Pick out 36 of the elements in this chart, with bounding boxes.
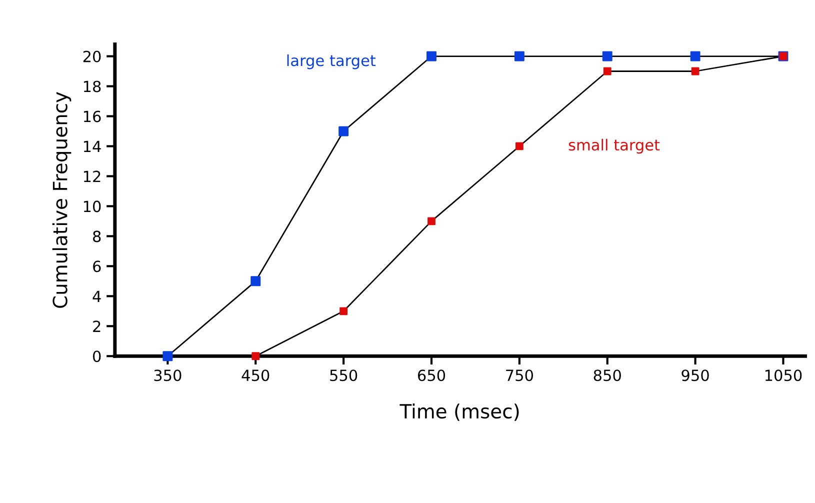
- series-label: large target: [287, 54, 376, 70]
- point: [426, 51, 436, 62]
- x-axis-title: Time (msec): [400, 404, 519, 421]
- y-tick-label: 16: [84, 110, 101, 122]
- point: [515, 142, 524, 150]
- point: [428, 217, 436, 226]
- x-tick-label: 1050: [765, 370, 802, 382]
- y-axis-title: Cumulative Frequency: [52, 92, 72, 308]
- y-tick-label: 20: [83, 50, 101, 62]
- x-tick-label: 850: [594, 370, 621, 382]
- point: [602, 51, 612, 62]
- y-tick-label: 14: [84, 140, 101, 152]
- point: [690, 51, 700, 62]
- point: [514, 51, 524, 62]
- point: [338, 126, 349, 136]
- x-tick-label: 750: [506, 370, 533, 382]
- y-tick-label: 2: [93, 320, 100, 332]
- y-tick-label: 0: [93, 350, 101, 362]
- y-tick-label: 18: [84, 80, 101, 92]
- x-tick-label: 650: [418, 370, 446, 382]
- point: [340, 307, 348, 316]
- x-tick-label: 550: [330, 370, 358, 382]
- point: [252, 352, 260, 360]
- x-tick-label: 450: [242, 370, 270, 382]
- point: [691, 67, 700, 76]
- y-tick-label: 12: [84, 170, 100, 182]
- point: [162, 351, 173, 362]
- y-tick-label: 8: [93, 230, 101, 242]
- point: [603, 67, 612, 76]
- y-tick-label: 4: [92, 290, 101, 302]
- point: [250, 276, 261, 286]
- y-tick-label: 10: [84, 200, 101, 212]
- x-tick-label: 950: [682, 370, 709, 382]
- y-tick-label: 6: [93, 260, 101, 272]
- x-tick-label: 350: [154, 370, 182, 382]
- series-label: small target: [568, 138, 660, 154]
